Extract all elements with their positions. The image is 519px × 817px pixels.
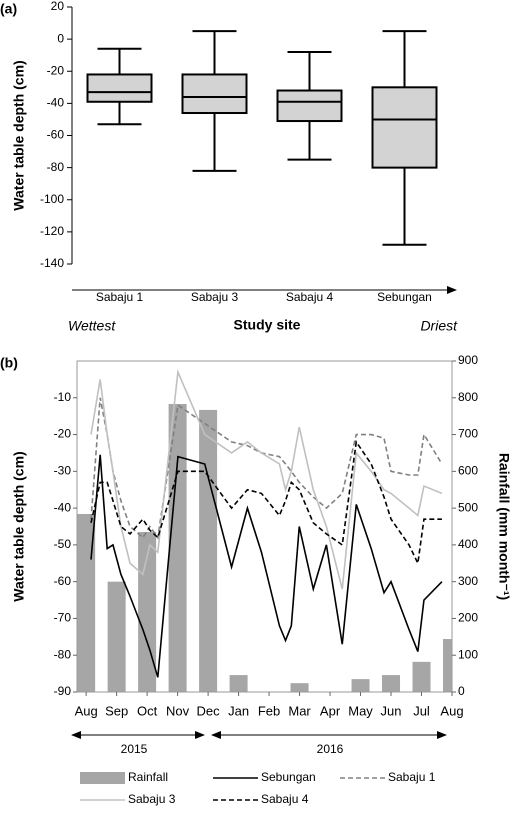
series-line <box>90 397 443 540</box>
legend-label: Sabaju 1 <box>388 770 436 784</box>
x-axis-label: Study site <box>234 317 301 333</box>
x-tick-label: Jul <box>413 703 430 718</box>
x-tick-label: Jan <box>228 703 249 718</box>
y-tick-label: 0 <box>57 31 64 45</box>
y-tick-label: -40 <box>47 96 65 110</box>
y-tick-label: -50 <box>54 537 72 551</box>
x-tick-label: Dec <box>197 703 221 718</box>
x-tick-label: Nov <box>166 703 190 718</box>
y-tick-label: -30 <box>54 464 72 478</box>
bar <box>290 683 309 692</box>
x-tick-label: Oct <box>137 703 158 718</box>
bar <box>382 675 401 692</box>
y2-tick-label: 500 <box>458 500 478 514</box>
y-tick-label: -100 <box>40 192 64 206</box>
y2-tick-label: 400 <box>458 537 478 551</box>
x-tick-label: Sabaju 3 <box>191 290 239 304</box>
y2-tick-label: 300 <box>458 574 478 588</box>
y2-tick-label: 700 <box>458 427 478 441</box>
series-line <box>90 368 443 590</box>
y2-tick-label: 800 <box>458 390 478 404</box>
bar <box>107 581 126 692</box>
y-tick-label: -90 <box>54 684 72 698</box>
box <box>276 89 343 123</box>
y-tick-label: -70 <box>54 611 72 625</box>
y2-tick-label: 600 <box>458 464 478 478</box>
y-tick-label: -20 <box>47 63 65 77</box>
annotation: Driest <box>420 318 458 334</box>
y-tick-label: 20 <box>51 0 65 13</box>
y-tick-label: -60 <box>47 128 65 142</box>
bar <box>443 639 452 692</box>
x-tick-label: Sep <box>105 703 128 718</box>
y-tick-label: -140 <box>40 256 64 270</box>
x-tick-label: Aug <box>440 703 463 718</box>
y2-tick-label: 100 <box>458 647 478 661</box>
box <box>371 86 438 169</box>
x-tick-label: Jun <box>381 703 402 718</box>
x-tick-label: Apr <box>320 703 341 718</box>
annotation: Wettest <box>68 318 116 334</box>
y2-tick-label: 0 <box>458 684 465 698</box>
bar <box>351 679 370 692</box>
year-label: 2015 <box>121 742 148 756</box>
panel-label: (a) <box>0 1 17 17</box>
y-tick-label: -80 <box>47 160 65 174</box>
legend-label: Sabaju 3 <box>128 792 176 806</box>
x-tick-label: Mar <box>288 703 311 718</box>
legend-label: Sabaju 4 <box>261 792 309 806</box>
y-tick-label: -120 <box>40 224 64 238</box>
y-tick-label: -10 <box>54 390 72 404</box>
y2-axis-label: Rainfall (mm month⁻¹) <box>496 453 512 600</box>
y2-tick-label: 200 <box>458 611 478 625</box>
bar <box>412 661 431 692</box>
box <box>86 73 153 103</box>
y2-tick-label: 900 <box>458 353 478 367</box>
series-line <box>90 454 443 678</box>
bar <box>229 675 248 692</box>
y-tick-label: -60 <box>54 574 72 588</box>
panel-label: (b) <box>0 355 18 371</box>
year-label: 2016 <box>317 742 344 756</box>
x-tick-label: Feb <box>258 703 280 718</box>
box <box>181 73 248 115</box>
plot-frame <box>76 360 453 693</box>
series-line <box>90 439 442 567</box>
x-tick-label: Sebungan <box>377 290 432 304</box>
y-axis-label: Water table depth (cm) <box>11 451 27 601</box>
legend-swatch <box>80 772 125 784</box>
y-tick-label: -80 <box>54 647 72 661</box>
y-tick-label: -40 <box>54 500 72 514</box>
x-tick-label: Sabaju 1 <box>96 290 144 304</box>
legend-label: Rainfall <box>128 770 168 784</box>
x-tick-label: Sabaju 4 <box>286 290 334 304</box>
x-tick-label: Aug <box>75 703 98 718</box>
bar <box>168 404 187 692</box>
legend-label: Sebungan <box>261 770 316 784</box>
y-axis-label: Water table depth (cm) <box>11 60 27 210</box>
x-tick-label: May <box>348 703 373 718</box>
y-tick-label: -20 <box>54 427 72 441</box>
bar <box>199 409 218 692</box>
